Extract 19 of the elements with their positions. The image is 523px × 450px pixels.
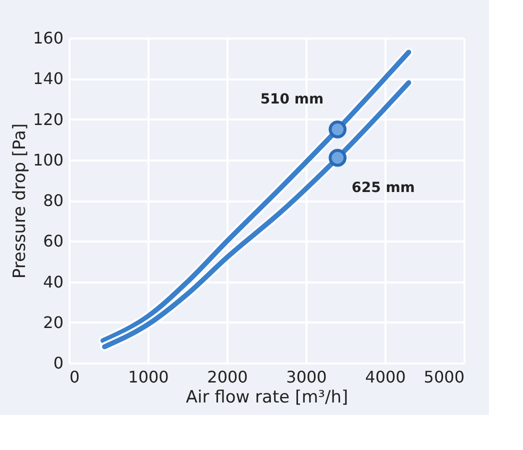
y-tick-label: 140: [32, 69, 64, 88]
y-tick-label: 100: [32, 150, 64, 170]
x-tick-label: 3000: [286, 368, 327, 386]
x-tick-label: 0: [70, 368, 80, 386]
x-tick-label: 4000: [365, 368, 406, 386]
y-tick-label: 40: [43, 272, 64, 292]
y-tick-label: 20: [43, 312, 64, 332]
y-tick-label: 120: [32, 110, 64, 129]
series-label: 625 mm: [352, 180, 415, 196]
series-label: 510 mm: [260, 91, 324, 108]
y-axis-title: Pressure drop [Pa]: [10, 123, 30, 279]
x-tick-label: 2000: [207, 368, 248, 386]
x-tick-label: 1000: [128, 368, 169, 386]
y-tick-label: 160: [32, 28, 64, 48]
x-axis-title: Air flow rate [m³/h]: [186, 388, 348, 408]
x-tick-label: 5000: [424, 368, 464, 386]
y-tick-label: 60: [43, 232, 64, 251]
y-tick-label: 0: [53, 354, 64, 372]
y-tick-label: 80: [43, 191, 64, 210]
